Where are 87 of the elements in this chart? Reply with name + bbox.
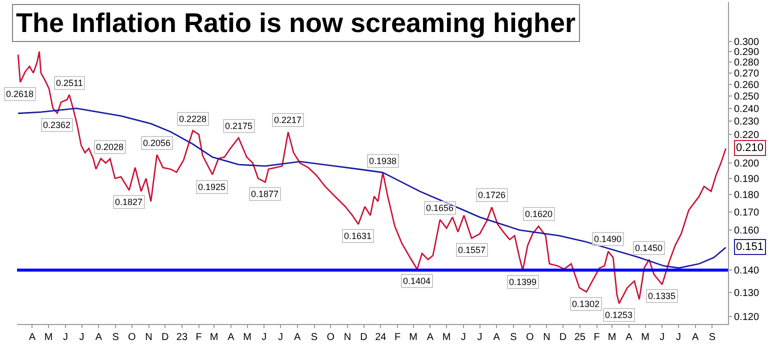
x-tick-label: S xyxy=(510,332,518,343)
line-series xyxy=(17,108,727,269)
y-tick-label: 0.270 xyxy=(734,68,760,80)
x-tick-label: M xyxy=(442,332,451,343)
x-tick-label: N xyxy=(344,332,352,343)
annotation: 0.1827 xyxy=(115,197,143,207)
x-tick-label: A xyxy=(228,332,235,343)
annotation: 0.1302 xyxy=(572,299,600,309)
annotation: 0.2175 xyxy=(225,121,253,131)
x-tick-label: J xyxy=(460,332,466,343)
annotation: 0.1938 xyxy=(369,156,397,166)
x-tick-label: S xyxy=(310,332,318,343)
annotation: 0.2511 xyxy=(56,78,83,88)
annotation: 0.2028 xyxy=(96,142,124,152)
annotation: 0.1620 xyxy=(525,209,553,219)
x-tick-label: J xyxy=(262,332,267,343)
x-tick-label: N xyxy=(145,332,152,343)
x-tick-label: J xyxy=(660,332,665,343)
y-tick-label: 0.190 xyxy=(734,174,760,185)
x-tick-label: F xyxy=(196,332,202,343)
x-tick-label: J xyxy=(477,332,482,343)
x-tick-label: M xyxy=(641,332,650,343)
x-tick-label: A xyxy=(95,332,102,343)
x-tick-label: A xyxy=(426,332,434,343)
annotation: 0.1877 xyxy=(251,189,279,199)
x-tick-label: S xyxy=(112,332,120,343)
x-tick-label: O xyxy=(128,332,136,343)
x-tick-label: M xyxy=(409,332,418,343)
x-tick-label: S xyxy=(708,332,716,343)
annotation: 0.2228 xyxy=(179,114,207,124)
y-tick-label: 0.250 xyxy=(734,92,760,103)
x-tick-label: J xyxy=(62,332,68,343)
x-tick-label: N xyxy=(543,332,550,343)
x-tick-label: 25 xyxy=(574,332,586,343)
x-tick-label: O xyxy=(526,332,534,343)
x-tick-label: M xyxy=(44,332,53,343)
x-tick-label: O xyxy=(326,332,335,343)
y-tick-label: 0.230 xyxy=(734,116,760,128)
x-tick-label: D xyxy=(360,332,368,343)
y-tick-label: 0.240 xyxy=(734,104,760,115)
x-tick-label: A xyxy=(692,332,700,343)
annotation: 0.1490 xyxy=(594,234,622,244)
x-tick-label: F xyxy=(394,332,401,343)
y-tick-label: 0.200 xyxy=(734,158,760,170)
annotation: 0.2056 xyxy=(143,138,171,148)
x-tick-label: D xyxy=(161,332,169,343)
annotation: 0.1656 xyxy=(426,203,454,213)
annotation: 0.1557 xyxy=(458,245,486,255)
y-tick-label: 0.300 xyxy=(734,36,760,48)
x-tick-label: D xyxy=(559,332,567,343)
annotation: 0.1631 xyxy=(344,231,372,241)
annotation: 0.1399 xyxy=(509,277,537,287)
x-tick-label: J xyxy=(79,332,84,343)
annotation: 0.2217 xyxy=(274,115,302,125)
annotation: 0.151 xyxy=(736,241,764,253)
y-tick-label: 0.160 xyxy=(734,226,760,237)
x-tick-label: A xyxy=(28,332,36,343)
y-tick-label: 0.290 xyxy=(734,47,760,58)
y-tick-label: 0.280 xyxy=(734,58,760,69)
annotation: 0.1450 xyxy=(635,243,663,253)
x-tick-label: A xyxy=(493,332,500,343)
annotation: 0.1335 xyxy=(648,291,676,301)
annotation: 0.1925 xyxy=(198,182,226,192)
x-tick-label: A xyxy=(626,332,633,343)
y-tick-label: 0.120 xyxy=(734,312,760,323)
y-tick-label: 0.180 xyxy=(734,190,760,202)
y-tick-label: 0.140 xyxy=(734,266,760,277)
y-tick-label: 0.260 xyxy=(734,80,760,91)
annotation: 0.1404 xyxy=(403,276,431,286)
annotation: 0.1253 xyxy=(605,310,633,320)
x-tick-label: A xyxy=(294,332,302,343)
annotation: 0.210 xyxy=(736,142,764,154)
chart-title: The Inflation Ratio is now screaming higher xyxy=(16,8,576,38)
x-tick-label: J xyxy=(676,332,681,343)
annotation: 0.2618 xyxy=(6,89,34,99)
y-tick-label: 0.170 xyxy=(734,207,760,218)
x-tick-label: M xyxy=(608,332,616,343)
annotation: 0.2362 xyxy=(43,120,71,130)
annotation: 0.1726 xyxy=(478,190,506,200)
y-tick-label: 0.220 xyxy=(734,130,760,141)
x-tick-label: M xyxy=(210,332,218,343)
x-tick-label: M xyxy=(243,332,252,343)
y-tick-label: 0.130 xyxy=(734,288,760,299)
x-tick-label: J xyxy=(278,332,283,343)
x-tick-label: 23 xyxy=(176,332,188,343)
x-tick-label: F xyxy=(594,332,600,343)
x-tick-label: 24 xyxy=(375,332,387,343)
